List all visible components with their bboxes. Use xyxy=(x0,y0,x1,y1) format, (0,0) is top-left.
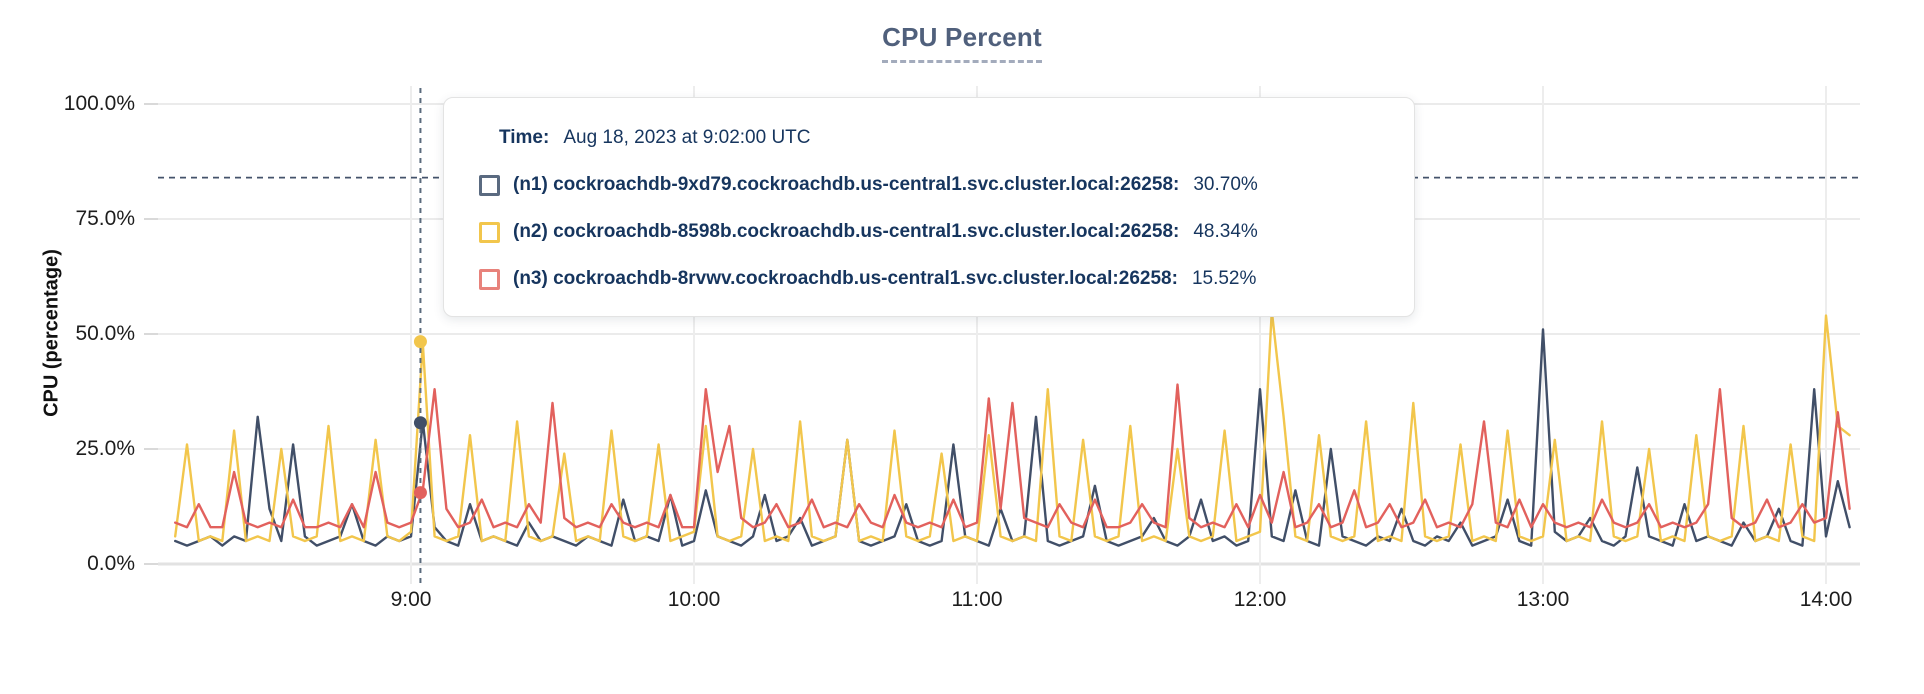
series-n2-swatch-icon xyxy=(479,221,500,243)
chart-tooltip: Time: Aug 18, 2023 at 9:02:00 UTC (n1) c… xyxy=(443,97,1415,317)
cursor-dot-n1 xyxy=(413,416,427,430)
tooltip-series-n2-value: 48.34% xyxy=(1193,221,1258,242)
tooltip-series-n1-label: (n1) cockroachdb-9xd79.cockroachdb.us-ce… xyxy=(513,174,1180,195)
tooltip-series-row-n1: (n1) cockroachdb-9xd79.cockroachdb.us-ce… xyxy=(479,170,1384,200)
tooltip-series-n3-value: 15.52% xyxy=(1191,268,1257,289)
tooltip-time-value: Aug 18, 2023 at 9:02:00 UTC xyxy=(563,127,811,148)
y-axis-title: CPU (percentage) xyxy=(40,249,63,417)
tooltip-series-n3-label: (n3) cockroachdb-8rvwv.cockroachdb.us-ce… xyxy=(513,268,1178,289)
tooltip-series-row-n2: (n2) cockroachdb-8598b.cockroachdb.us-ce… xyxy=(479,217,1384,247)
series-line-n3 xyxy=(173,383,1851,529)
series-line-n1 xyxy=(173,328,1851,547)
chart-title: CPU Percent xyxy=(882,22,1042,63)
tooltip-series-n1-value: 30.70% xyxy=(1193,174,1258,195)
tooltip-time-row: Time: Aug 18, 2023 at 9:02:00 UTC xyxy=(499,123,1384,153)
tooltip-time-label: Time: xyxy=(499,127,550,148)
tooltip-series-n2-label: (n2) cockroachdb-8598b.cockroachdb.us-ce… xyxy=(513,221,1180,242)
series-line-n2 xyxy=(173,309,1851,543)
series-n3-swatch-icon xyxy=(479,268,500,290)
cursor-dot-n3 xyxy=(413,486,427,500)
series-n1-swatch-icon xyxy=(479,174,500,196)
chart-header: CPU Percent xyxy=(0,22,1924,63)
cursor-dot-n2 xyxy=(413,335,427,349)
tooltip-series-row-n3: (n3) cockroachdb-8rvwv.cockroachdb.us-ce… xyxy=(479,264,1384,294)
